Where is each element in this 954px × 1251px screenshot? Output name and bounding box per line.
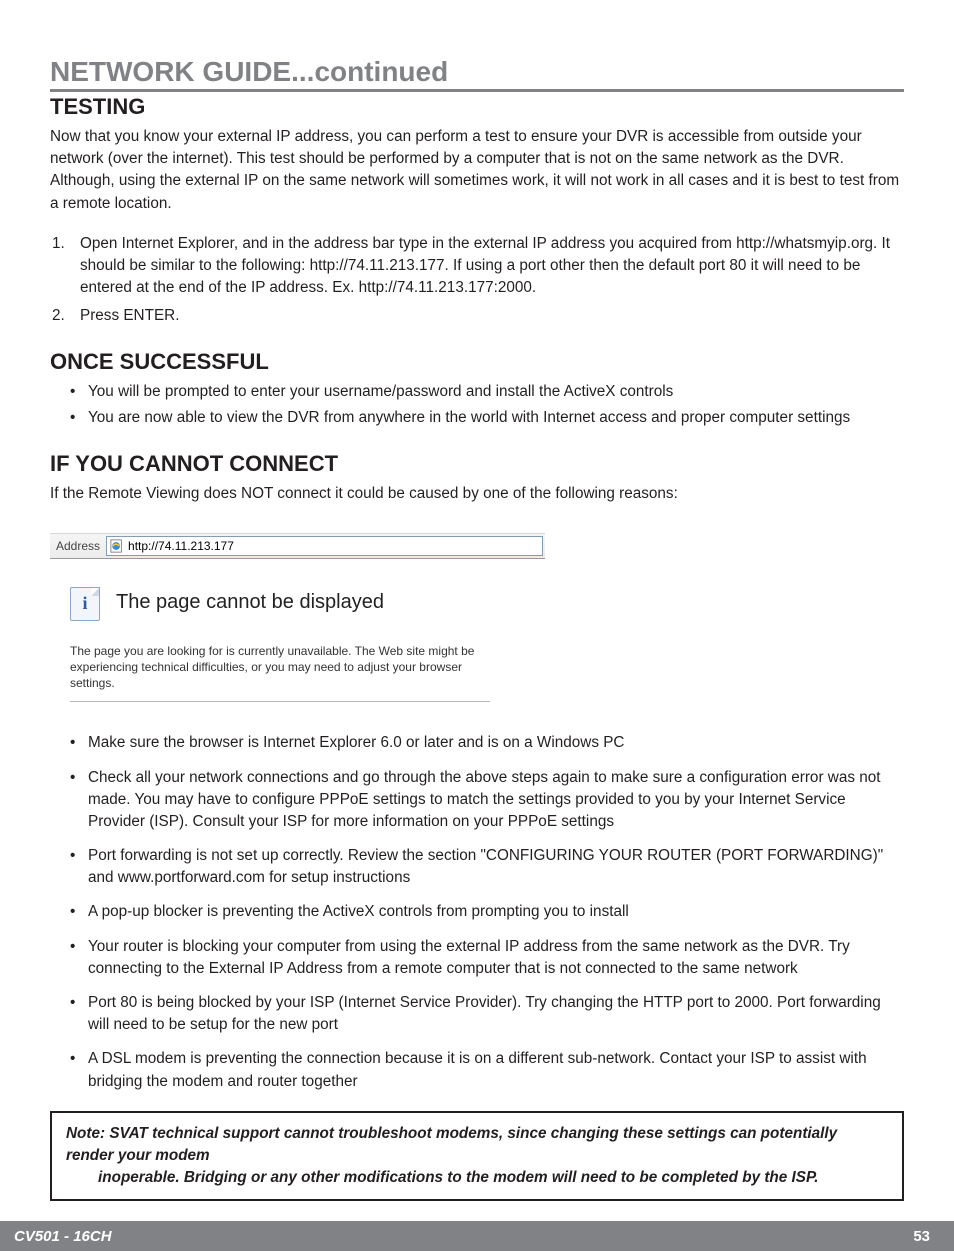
footer-page-number: 53 <box>913 1228 930 1245</box>
list-item: A pop-up blocker is preventing the Activ… <box>68 901 904 923</box>
note-box: Note: SVAT technical support cannot trou… <box>50 1111 904 1202</box>
heading-once-successful: ONCE SUCCESSFUL <box>50 349 904 375</box>
cannot-bullets: Make sure the browser is Internet Explor… <box>50 732 904 1092</box>
info-icon: i <box>70 587 100 621</box>
address-url: http://74.11.213.177 <box>128 539 234 553</box>
list-item: Make sure the browser is Internet Explor… <box>68 732 904 754</box>
successful-bullets: You will be prompted to enter your usern… <box>50 381 904 428</box>
list-item: Port forwarding is not set up correctly.… <box>68 845 904 889</box>
list-item: Port 80 is being blocked by your ISP (In… <box>68 992 904 1036</box>
list-item: You will be prompted to enter your usern… <box>68 381 904 403</box>
ie-error-title: The page cannot be displayed <box>116 591 384 614</box>
footer-model: CV501 - 16CH <box>14 1228 112 1245</box>
step-text: Open Internet Explorer, and in the addre… <box>80 233 904 300</box>
list-item: 2.Press ENTER. <box>50 305 904 327</box>
cannot-intro: If the Remote Viewing does NOT connect i… <box>50 483 904 505</box>
step-text: Press ENTER. <box>80 305 179 327</box>
list-item: Your router is blocking your computer fr… <box>68 936 904 980</box>
testing-intro: Now that you know your external IP addre… <box>50 126 904 215</box>
page-header: NETWORK GUIDE...continued <box>50 56 904 92</box>
ie-error-divider <box>70 701 490 702</box>
ie-address-bar: Address http://74.11.213.177 <box>50 533 545 559</box>
ie-error-body: The page you are looking for is currentl… <box>70 643 490 692</box>
note-line1: Note: SVAT technical support cannot trou… <box>66 1125 837 1164</box>
address-label: Address <box>50 539 106 553</box>
list-item: A DSL modem is preventing the connection… <box>68 1048 904 1092</box>
ie-error-block: i The page cannot be displayed <box>50 587 545 621</box>
note-line2: inoperable. Bridging or any other modifi… <box>66 1167 888 1189</box>
ie-error-screenshot: Address http://74.11.213.177 i The page … <box>50 533 545 703</box>
address-field: http://74.11.213.177 <box>106 536 543 556</box>
list-item: You are now able to view the DVR from an… <box>68 407 904 429</box>
ie-page-icon <box>110 539 124 553</box>
list-number: 2. <box>50 305 80 327</box>
testing-steps: 1.Open Internet Explorer, and in the add… <box>50 233 904 328</box>
list-number: 1. <box>50 233 80 300</box>
heading-cannot-connect: IF YOU CANNOT CONNECT <box>50 451 904 477</box>
list-item: Check all your network connections and g… <box>68 767 904 834</box>
list-item: 1.Open Internet Explorer, and in the add… <box>50 233 904 300</box>
heading-testing: TESTING <box>50 94 904 120</box>
page-footer: CV501 - 16CH 53 <box>0 1221 954 1251</box>
